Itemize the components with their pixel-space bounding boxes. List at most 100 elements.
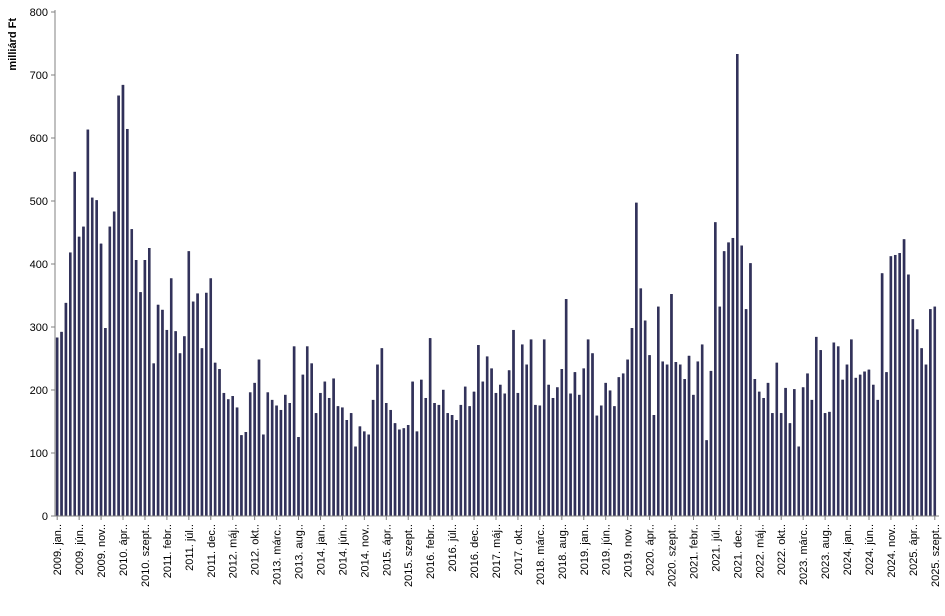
bar [836, 346, 840, 517]
bar [814, 336, 818, 517]
bar [529, 339, 533, 517]
bar [310, 363, 313, 517]
bar [630, 328, 634, 517]
x-tick-label: 2013. aug.. [294, 524, 306, 579]
bar [376, 364, 379, 517]
x-tick-label: 2018. aug.. [557, 524, 569, 579]
bar [863, 371, 866, 517]
x-tick-label: 2011. dec.. [206, 524, 218, 578]
bar [564, 299, 568, 517]
bar [744, 309, 748, 517]
bar [499, 384, 502, 517]
bar [586, 339, 590, 517]
bar [336, 406, 340, 517]
bar [885, 372, 888, 517]
bar [354, 446, 357, 517]
bar [367, 434, 370, 517]
bar [442, 389, 445, 517]
bar [248, 392, 252, 517]
bar [687, 355, 691, 517]
y-tick-label: 600 [30, 133, 48, 145]
bar [779, 413, 783, 517]
bar [314, 413, 318, 517]
y-axis: 0 100 200 300 400 500 600 700 800 [30, 7, 56, 523]
bar [867, 369, 871, 517]
bar [520, 344, 524, 517]
bar [503, 393, 507, 517]
bar [740, 245, 743, 517]
bar [218, 369, 221, 517]
bar [696, 361, 700, 517]
bar [112, 211, 116, 517]
bar [363, 431, 366, 517]
bar [358, 426, 362, 517]
bar [433, 403, 436, 517]
bar [604, 382, 607, 517]
bar [406, 425, 410, 517]
bar [64, 302, 68, 517]
bar [670, 294, 673, 517]
x-tick-label: 2019. jan.. [579, 524, 591, 575]
bar [104, 328, 107, 517]
bar [371, 399, 375, 517]
bar [121, 84, 125, 517]
bar [512, 329, 515, 517]
bar [705, 440, 708, 517]
bar [477, 345, 480, 517]
bar [69, 252, 72, 517]
bar [608, 390, 612, 517]
bar [437, 404, 441, 517]
bar [797, 446, 801, 517]
bar [415, 431, 419, 517]
bar [284, 394, 287, 517]
bar [420, 379, 423, 517]
bar [547, 384, 550, 517]
bar [933, 306, 937, 517]
bar [753, 379, 757, 517]
bar [516, 392, 520, 517]
bar [424, 397, 428, 517]
bar [534, 404, 537, 517]
bar [757, 391, 761, 517]
bar [613, 406, 616, 517]
bar [139, 292, 142, 517]
bar [235, 407, 239, 517]
x-tick-label: 2016. dec.. [469, 524, 481, 578]
bar [643, 320, 647, 517]
bar [806, 373, 809, 517]
bar [191, 301, 195, 517]
y-tick-label: 0 [42, 511, 48, 523]
bar [880, 273, 884, 517]
bar [494, 392, 498, 517]
bar [784, 387, 787, 517]
x-tick-label: 2015. ápr.. [381, 524, 393, 576]
bar [231, 396, 234, 517]
bar [156, 304, 160, 517]
bar [551, 397, 555, 517]
x-tick-label: 2009. jún.. [74, 524, 86, 575]
bar [327, 397, 331, 517]
bar [297, 437, 300, 517]
bar [481, 381, 485, 517]
bar [468, 406, 471, 517]
x-tick-label: 2024. jan.. [842, 524, 854, 575]
y-tick-label: 300 [30, 322, 48, 334]
bar [446, 413, 449, 517]
x-tick-label: 2025. ápr.. [908, 524, 920, 576]
bar [108, 226, 112, 517]
bar [661, 361, 664, 517]
bar [889, 256, 893, 517]
bar [736, 54, 739, 517]
bar [428, 338, 432, 517]
x-tick-label: 2024. nov.. [886, 524, 898, 578]
bar [599, 405, 603, 517]
bar [538, 405, 542, 517]
bar [99, 243, 103, 517]
bar [858, 374, 862, 517]
x-tick-label: 2011. júl.. [184, 524, 196, 571]
bar [384, 403, 388, 517]
bar [841, 379, 844, 517]
bar [635, 202, 638, 517]
bar [893, 254, 897, 517]
